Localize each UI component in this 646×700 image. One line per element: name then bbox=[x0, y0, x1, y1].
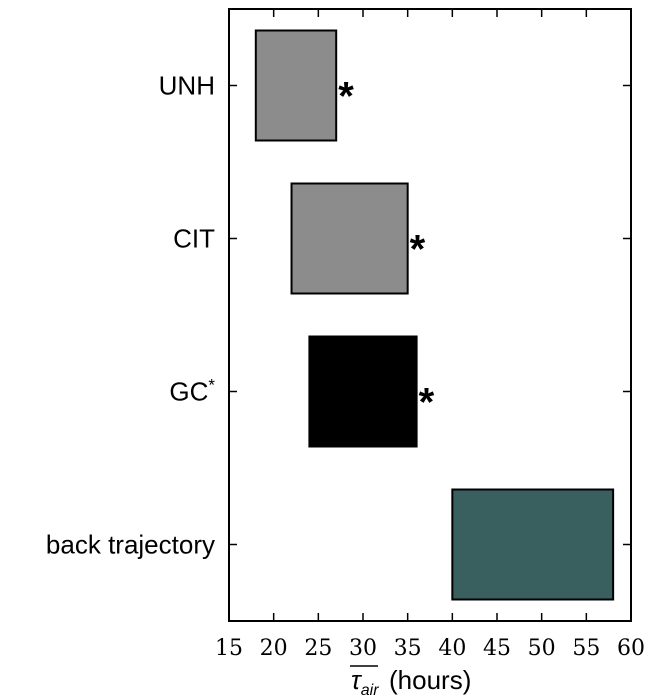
x-tick-label-15: 15 bbox=[215, 636, 243, 661]
x-axis-unit: (hours) bbox=[389, 665, 471, 695]
ticks bbox=[229, 9, 631, 621]
plot-frame bbox=[228, 8, 632, 622]
significance-marker-cit: * bbox=[410, 228, 426, 272]
svg-text:τair: τair bbox=[351, 665, 379, 699]
category-label-gc: GC* bbox=[169, 376, 215, 407]
range-bar-back-trajectory bbox=[451, 488, 615, 601]
range-bar-gc bbox=[308, 335, 418, 448]
x-tick-label-45: 45 bbox=[483, 636, 511, 661]
bars bbox=[254, 29, 615, 601]
x-axis-symbol: τ bbox=[351, 665, 363, 695]
x-tick-label-60: 60 bbox=[617, 636, 645, 661]
range-bar-unh bbox=[254, 29, 338, 142]
range-bar-cit bbox=[290, 182, 409, 295]
category-label-cit: CIT bbox=[173, 224, 215, 254]
x-tick-label-55: 55 bbox=[572, 636, 600, 661]
x-axis-label: τair (hours) bbox=[350, 665, 471, 699]
category-label-back-trajectory: back trajectory bbox=[46, 530, 215, 560]
significance-marker-unh: * bbox=[338, 75, 354, 119]
x-tick-label-20: 20 bbox=[260, 636, 288, 661]
significance-marker-gc: * bbox=[419, 381, 435, 425]
x-tick-label-40: 40 bbox=[438, 636, 466, 661]
x-tick-label-50: 50 bbox=[528, 636, 556, 661]
labels: UNH * CIT * GC* * back trajectory 15 20 25 30 35 40 4… bbox=[46, 71, 645, 662]
x-tick-label-25: 25 bbox=[304, 636, 332, 661]
x-tick-label-30: 30 bbox=[349, 636, 377, 661]
category-label-unh: UNH bbox=[159, 71, 215, 101]
x-axis-subscript: air bbox=[361, 682, 379, 699]
x-tick-label-35: 35 bbox=[394, 636, 422, 661]
